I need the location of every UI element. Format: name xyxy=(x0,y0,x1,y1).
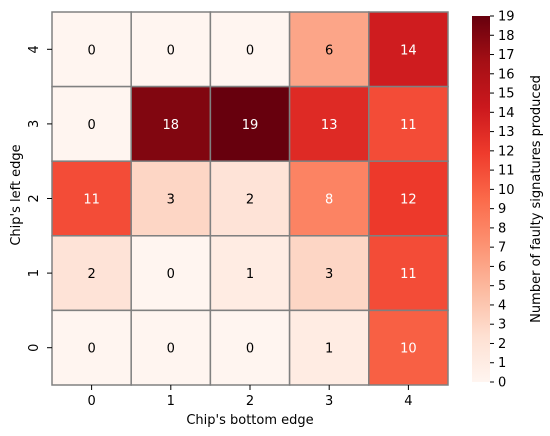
heatmap-cell-value: 13 xyxy=(321,118,338,133)
colorbar-tick-label: 2 xyxy=(498,337,506,352)
heatmap-cell xyxy=(130,235,212,312)
heatmap-cell-value: 0 xyxy=(246,43,254,58)
colorbar-tick-label: 7 xyxy=(498,241,506,256)
heatmap-cell-value: 0 xyxy=(167,342,175,357)
colorbar-label: Number of faulty signatures produced xyxy=(529,75,544,323)
colorbar-tick-label: 5 xyxy=(498,279,506,294)
heatmap-cell-value: 11 xyxy=(400,118,417,133)
colorbar-tick-label: 8 xyxy=(498,221,506,236)
heatmap-cell xyxy=(209,11,291,88)
heatmap-cell xyxy=(130,160,212,237)
heatmap-cell-value: 10 xyxy=(400,342,417,357)
colorbar-tick-label: 3 xyxy=(498,318,506,333)
x-tick-label: 4 xyxy=(404,394,412,409)
heatmap-cell-value: 14 xyxy=(400,43,417,58)
heatmap-cell-value: 1 xyxy=(325,342,333,357)
x-axis-label: Chip's bottom edge xyxy=(186,413,313,428)
heatmap-cell-value: 3 xyxy=(325,267,333,282)
y-axis-label: Chip's left edge xyxy=(9,144,24,245)
heatmap-cell xyxy=(209,309,291,386)
heatmap-cell xyxy=(130,11,212,88)
heatmap-cell-value: 11 xyxy=(83,193,100,208)
heatmap-cell xyxy=(368,85,449,162)
heatmap-cell-value: 0 xyxy=(87,43,95,58)
heatmap-cell xyxy=(368,309,449,386)
heatmap-cell-value: 0 xyxy=(246,342,254,357)
colorbar-tick-label: 6 xyxy=(498,260,506,275)
colorbar-tick-label: 16 xyxy=(498,67,515,82)
colorbar-tick-label: 11 xyxy=(498,164,515,179)
heatmap-cell-value: 2 xyxy=(87,267,95,282)
x-tick-label: 0 xyxy=(87,394,95,409)
y-tick-label: 2 xyxy=(27,194,42,202)
colorbar-tick-label: 14 xyxy=(498,106,515,121)
y-tick-label: 1 xyxy=(27,269,42,277)
colorbar-tick-label: 0 xyxy=(498,376,506,391)
heatmap-cell xyxy=(130,309,212,386)
y-tick-label: 4 xyxy=(27,45,42,53)
heatmap-cell xyxy=(209,85,291,162)
colorbar-tick-label: 1 xyxy=(498,356,506,371)
heatmap-cell-value: 18 xyxy=(163,118,180,133)
heatmap-cell xyxy=(368,235,449,312)
colorbar-tick-label: 15 xyxy=(498,87,515,102)
heatmap-cell-value: 0 xyxy=(167,43,175,58)
colorbar-tick-label: 17 xyxy=(498,48,515,63)
y-axis-ticks: 4 3 2 1 0 xyxy=(27,45,52,352)
heatmap-cell-value: 0 xyxy=(87,342,95,357)
heatmap-cell-value: 11 xyxy=(400,267,417,282)
heatmap-cell-value: 0 xyxy=(87,118,95,133)
colorbar-tick-label: 18 xyxy=(498,29,515,44)
heatmap-cell xyxy=(51,11,132,88)
colorbar xyxy=(472,16,490,382)
heatmap-cell-value: 6 xyxy=(325,43,333,58)
heatmap-cell xyxy=(209,235,291,312)
heatmap-cell xyxy=(288,235,370,312)
x-tick-label: 1 xyxy=(167,394,175,409)
x-axis-ticks: 0 1 2 3 4 xyxy=(87,385,413,409)
heatmap-cell-value: 2 xyxy=(246,193,254,208)
colorbar-tick-label: 4 xyxy=(498,298,506,313)
colorbar-tick-label: 9 xyxy=(498,202,506,217)
colorbar-tick-label: 10 xyxy=(498,183,515,198)
heatmap-cell-value: 0 xyxy=(167,267,175,282)
x-tick-label: 2 xyxy=(246,394,254,409)
y-tick-label: 0 xyxy=(27,344,42,352)
heatmap-cell xyxy=(288,160,370,237)
colorbar-tick-label: 12 xyxy=(498,144,515,159)
heatmap-cell-value: 19 xyxy=(242,118,259,133)
x-tick-label: 3 xyxy=(325,394,333,409)
heatmap-cell-value: 12 xyxy=(400,193,417,208)
heatmap-cell-value: 1 xyxy=(246,267,254,282)
heatmap-cell xyxy=(51,309,132,386)
y-tick-label: 3 xyxy=(27,120,42,128)
colorbar-tick-label: 19 xyxy=(498,10,515,25)
heatmap-cell-value: 8 xyxy=(325,193,333,208)
colorbar-tick-label: 13 xyxy=(498,125,515,140)
heatmap-cell-value: 3 xyxy=(167,193,175,208)
